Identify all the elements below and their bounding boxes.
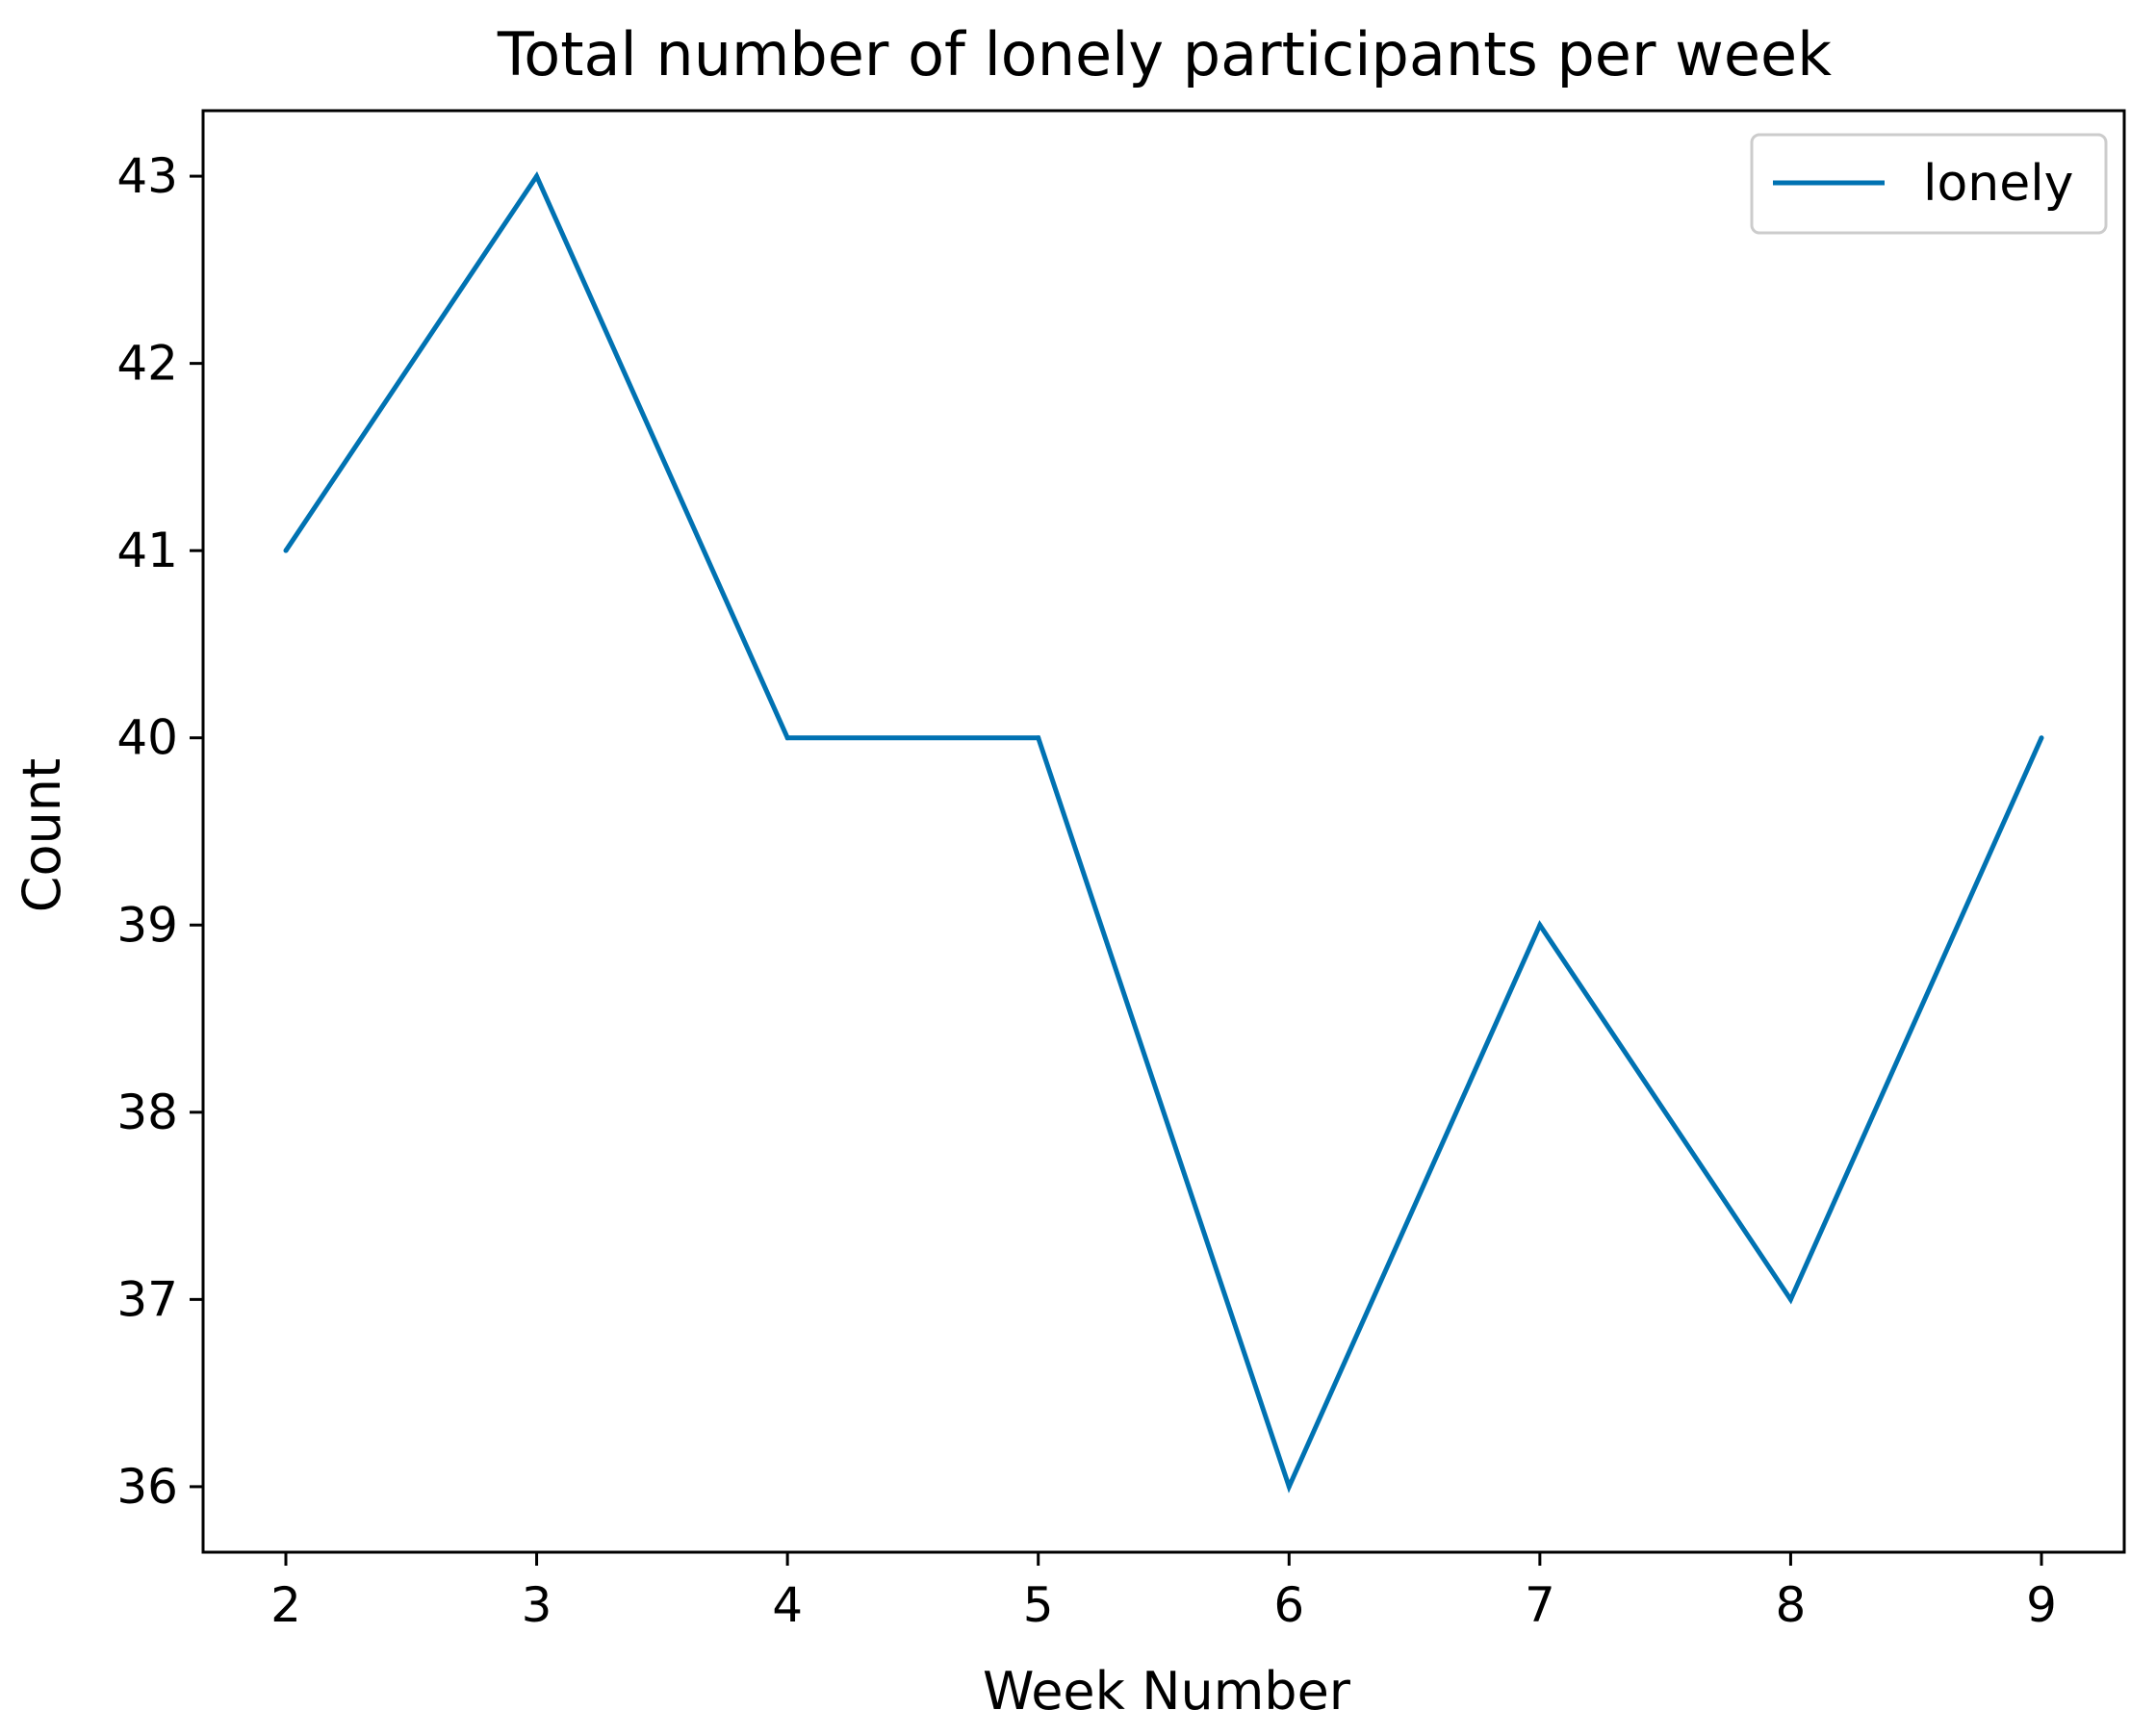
data-point-lonely xyxy=(534,173,540,179)
x-axis-label: Week Number xyxy=(983,1661,1351,1722)
y-tick-label: 42 xyxy=(116,336,178,392)
x-tick-label: 2 xyxy=(270,1577,301,1633)
y-tick-label: 39 xyxy=(116,897,178,953)
x-tick-label: 5 xyxy=(1023,1577,1054,1633)
y-tick-label: 37 xyxy=(116,1271,178,1327)
x-tick-label: 4 xyxy=(772,1577,803,1633)
data-point-lonely xyxy=(283,548,289,553)
y-tick-label: 40 xyxy=(116,710,178,766)
y-tick-label: 38 xyxy=(116,1085,178,1140)
x-tick-label: 9 xyxy=(2026,1577,2057,1633)
chart-title: Total number of lonely participants per … xyxy=(497,19,1832,89)
data-point-lonely xyxy=(1537,922,1543,928)
x-tick-label: 7 xyxy=(1525,1577,1555,1633)
x-tick-label: 8 xyxy=(1776,1577,1807,1633)
legend-label-lonely: lonely xyxy=(1923,155,2073,213)
y-axis: 36 37 38 39 40 41 42 43 xyxy=(116,148,203,1515)
x-axis: 2 3 4 5 6 7 8 9 xyxy=(270,1552,2057,1633)
data-point-lonely xyxy=(784,735,790,741)
legend-box xyxy=(1750,133,2108,235)
y-axis-label: Count xyxy=(12,758,72,912)
data-point-lonely xyxy=(1787,1296,1793,1302)
data-point-lonely xyxy=(1286,1484,1292,1490)
y-tick-label: 36 xyxy=(116,1459,178,1515)
legend: lonely xyxy=(1750,133,2108,235)
series-line-lonely xyxy=(283,170,2044,1493)
x-tick-label: 6 xyxy=(1273,1577,1304,1633)
plot-area xyxy=(201,109,2126,1554)
y-tick-label: 41 xyxy=(116,523,178,578)
y-tick-label: 43 xyxy=(116,148,178,204)
data-point-lonely xyxy=(2039,735,2044,741)
data-point-lonely xyxy=(1036,735,1041,741)
x-tick-label: 3 xyxy=(522,1577,552,1633)
